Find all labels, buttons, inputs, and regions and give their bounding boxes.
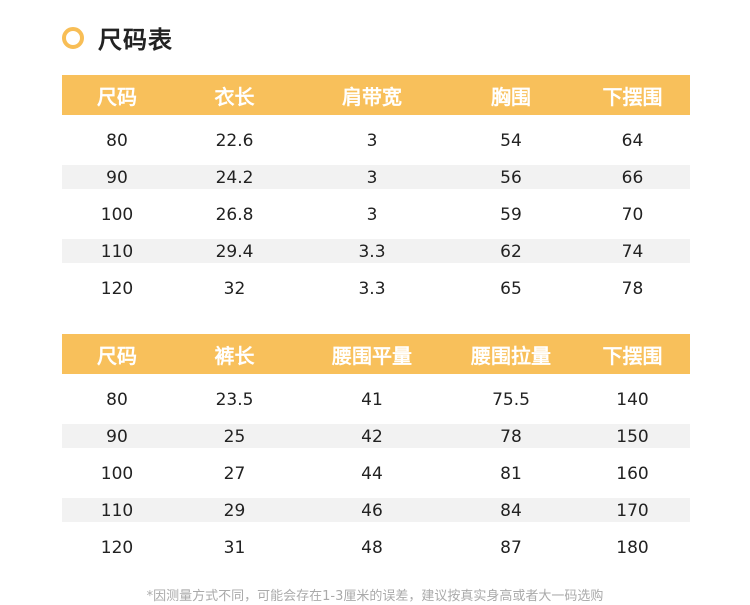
table-row: 80 22.6 3 54 64 [62, 122, 690, 159]
table-cell: 42 [361, 426, 383, 447]
table-cell: 3 [366, 167, 378, 188]
measurement-note: *因测量方式不同，可能会存在1-3厘米的误差，建议按真实身高或者大一码选购 [146, 589, 604, 604]
table-row: 120 32 3.3 65 78 [62, 270, 690, 307]
column-header: 腰围拉量 [471, 343, 551, 368]
column-header: 尺码 [97, 343, 137, 368]
table-header: 尺码 裤长 腰围平量 腰围拉量 下摆围 [62, 334, 690, 374]
table-cell: 75.5 [492, 389, 530, 410]
table-cell: 41 [361, 389, 383, 410]
table-cell: 65 [500, 278, 522, 299]
table-cell: 56 [500, 167, 522, 188]
table-cell: 29.4 [215, 241, 254, 262]
table-cell: 59 [500, 204, 522, 225]
table-cell: 26.8 [215, 204, 254, 225]
table-cell: 100 [100, 463, 134, 484]
table-cell: 110 [100, 500, 134, 521]
table-row: 110 29.4 3.3 62 74 [62, 233, 690, 270]
table-cell: 74 [621, 241, 644, 262]
table-cell: 120 [100, 278, 134, 299]
table-cell: 80 [106, 389, 128, 410]
table-cell: 54 [500, 130, 522, 151]
table-cell: 110 [100, 241, 134, 262]
table-cell: 66 [621, 167, 644, 188]
column-header: 肩带宽 [342, 84, 402, 109]
table-cell: 70 [621, 204, 644, 225]
column-header: 下摆围 [602, 343, 663, 368]
table-cell: 3.3 [358, 278, 386, 299]
table-cell: 3 [366, 130, 378, 151]
table-cell: 44 [361, 463, 383, 484]
table-cell: 48 [361, 537, 383, 558]
table-cell: 23.5 [215, 389, 254, 410]
table-cell: 25 [223, 426, 246, 447]
table-cell: 22.6 [215, 130, 254, 151]
table-cell: 150 [616, 426, 649, 447]
section-header: 尺码表 [62, 20, 173, 55]
column-header: 腰围平量 [332, 343, 412, 368]
table-cell: 31 [223, 537, 246, 558]
table-cell: 87 [500, 537, 522, 558]
table-cell: 90 [106, 167, 128, 188]
table-cell: 170 [616, 500, 649, 521]
table-row: 80 23.5 41 75.5 140 [62, 381, 690, 418]
column-header: 胸围 [491, 84, 531, 109]
table-row: 120 31 48 87 180 [62, 529, 690, 566]
table-cell: 62 [500, 241, 522, 262]
column-header: 尺码 [97, 84, 137, 109]
table-cell: 81 [500, 463, 522, 484]
column-header: 衣长 [214, 84, 255, 109]
table-row: 100 26.8 3 59 70 [62, 196, 690, 233]
table-cell: 27 [223, 463, 246, 484]
table-cell: 46 [361, 500, 383, 521]
table-cell: 3.3 [358, 241, 386, 262]
table-cell: 80 [106, 130, 128, 151]
table-cell: 29 [223, 500, 246, 521]
column-header: 下摆围 [602, 84, 663, 109]
table-cell: 32 [223, 278, 246, 299]
table-cell: 84 [500, 500, 522, 521]
table-row: 100 27 44 81 160 [62, 455, 690, 492]
table-row: 90 25 42 78 150 [62, 418, 690, 455]
table-cell: 78 [621, 278, 644, 299]
table-cell: 90 [106, 426, 128, 447]
page-title: 尺码表 [98, 26, 173, 54]
table-cell: 24.2 [215, 167, 254, 188]
table-cell: 180 [616, 537, 649, 558]
table-cell: 3 [366, 204, 378, 225]
size-table-top: 尺码 衣长 肩带宽 胸围 下摆围 80 22.6 3 54 64 90 24.2 3 56 66 100 26.… [62, 75, 690, 307]
circle-icon [62, 26, 84, 49]
column-header: 裤长 [214, 343, 255, 368]
table-cell: 100 [100, 204, 134, 225]
table-header: 尺码 衣长 肩带宽 胸围 下摆围 [62, 75, 690, 115]
table-cell: 78 [500, 426, 522, 447]
table-cell: 160 [616, 463, 649, 484]
table-cell: 120 [100, 537, 134, 558]
table-cell: 64 [621, 130, 644, 151]
table-row: 90 24.2 3 56 66 [62, 159, 690, 196]
table-row: 110 29 46 84 170 [62, 492, 690, 529]
table-cell: 140 [616, 389, 649, 410]
size-table-pants: 尺码 裤长 腰围平量 腰围拉量 下摆围 80 23.5 41 75.5 140 90 25 42 78 15… [62, 334, 690, 566]
